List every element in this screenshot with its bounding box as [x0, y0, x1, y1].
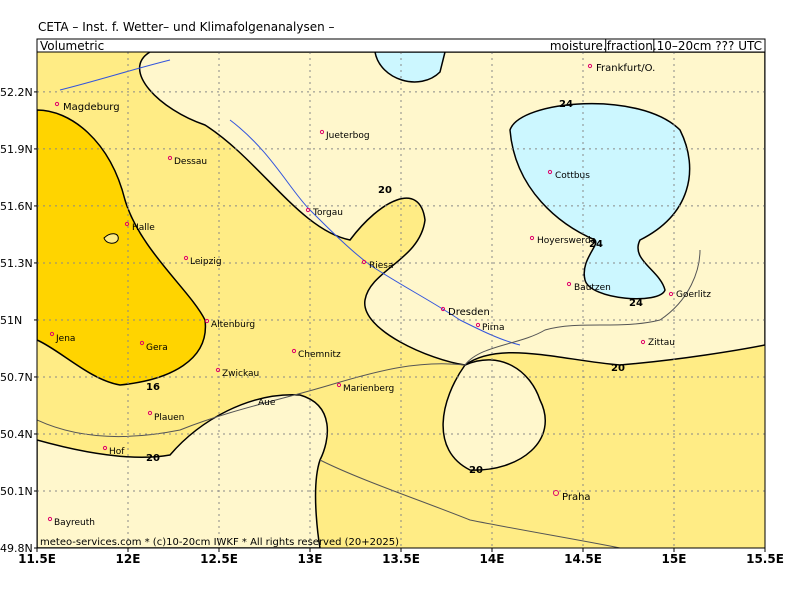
right-suffix: .10–20cm ??? UTC: [653, 39, 762, 53]
contour-label: 24: [629, 298, 643, 309]
city-marker: [336, 382, 342, 388]
title: CETA – Inst. f. Wetter– und Klimafolgena…: [38, 20, 335, 34]
contour-label: 20: [378, 185, 392, 196]
city-label: Bautzen: [574, 283, 611, 293]
city-marker: [640, 339, 646, 345]
border: [37, 249, 701, 548]
city-marker: [529, 235, 535, 241]
city-marker: [204, 318, 210, 324]
city-marker: [215, 367, 221, 373]
x-tick-label: 15E: [662, 552, 687, 566]
x-tick-label: 13.5E: [382, 552, 420, 566]
zone-cyan: [374, 52, 446, 83]
y-tick-label: 51.6N: [0, 200, 33, 213]
zone-cyan: [509, 102, 691, 300]
right-label: moisture.fraction.10–20cm ??? UTC: [550, 39, 762, 53]
city-label: Hof: [109, 447, 125, 457]
contour-label: 24: [589, 239, 603, 250]
city-marker: [553, 490, 559, 496]
city-label: Aue: [258, 398, 276, 408]
city-label: Altenburg: [211, 320, 255, 330]
city-marker: [54, 101, 60, 107]
x-tick-label: 14E: [480, 552, 505, 566]
river: [59, 59, 521, 346]
city-marker: [291, 348, 297, 354]
city-label: Chemnitz: [298, 350, 341, 360]
contour-label: 16: [146, 382, 160, 393]
city-label: Dessau: [174, 157, 207, 167]
city-label: Goerlitz: [676, 290, 711, 300]
city-marker: [587, 63, 593, 69]
city-marker: [147, 410, 153, 416]
city-label: Pirna: [482, 323, 505, 333]
city-label: Marienberg: [343, 384, 394, 394]
city-label: Torgau: [312, 208, 343, 218]
city-label: Plauen: [154, 413, 184, 423]
city-marker: [183, 255, 189, 261]
city-marker: [124, 221, 130, 227]
y-tick-label: 51N: [0, 314, 22, 327]
right-prefix: moisture.: [550, 39, 607, 53]
city-label: Riesa: [369, 261, 394, 271]
city-marker: [566, 281, 572, 287]
x-tick-label: 15.5E: [746, 552, 784, 566]
city-label: Frankfurt/O.: [596, 63, 655, 74]
y-tick-label: 49.8N: [0, 542, 33, 555]
city-label: Zittau: [648, 338, 675, 348]
footer: meteo-services.com * (c)10-20cm IWKF * A…: [40, 537, 399, 548]
left-label: Volumetric: [40, 39, 104, 53]
city-label: Leipzig: [190, 257, 222, 267]
city-marker: [361, 259, 367, 265]
y-tick-label: 51.9N: [0, 143, 33, 156]
city-label: Dresden: [448, 307, 490, 318]
city-marker: [668, 291, 674, 297]
zone-yellow: [103, 233, 119, 244]
marks-layer: Magdeburg Frankfurt/O. Jueterbog Dessau Cott…: [47, 63, 711, 528]
city-marker: [547, 169, 553, 175]
city-marker: [475, 322, 481, 328]
x-tick-label: 12E: [116, 552, 141, 566]
city-marker: [47, 516, 53, 522]
city-label: Jena: [55, 334, 75, 344]
contour-label: 24: [559, 99, 573, 110]
x-tick-label: 11.5E: [18, 552, 56, 566]
city-marker: [102, 445, 108, 451]
contour-label: 20: [146, 453, 160, 464]
city-marker: [49, 331, 55, 337]
city-marker: [305, 207, 311, 213]
label-box: [605, 38, 655, 53]
x-tick-label: 13E: [298, 552, 323, 566]
contour-label: 20: [469, 465, 483, 476]
city-marker: [139, 340, 145, 346]
city-label: Gera: [146, 343, 168, 353]
map-frame: [36, 51, 766, 549]
city-marker: [440, 306, 446, 312]
city-label: Zwickau: [222, 369, 259, 379]
y-tick-label: 52.2N: [0, 86, 33, 99]
y-tick-label: 51.3N: [0, 257, 33, 270]
city-marker: [167, 155, 173, 161]
x-tick-label: 12.5E: [200, 552, 238, 566]
contour-label: 20: [611, 363, 625, 374]
x-tick-label: 14.5E: [564, 552, 602, 566]
city-label: Bayreuth: [54, 518, 95, 528]
y-tick-label: 50.1N: [0, 485, 33, 498]
city-label: Cottbus: [555, 171, 590, 181]
city-label: Praha: [562, 492, 591, 503]
city-marker: [319, 129, 325, 135]
y-tick-label: 50.7N: [0, 371, 33, 384]
y-tick-label: 50.4N: [0, 428, 33, 441]
city-label: Jueterbog: [325, 131, 370, 141]
city-label: Halle: [132, 223, 155, 233]
zone-cream: [442, 359, 546, 471]
city-label: Hoyerswerda: [537, 236, 596, 246]
city-label: Magdeburg: [63, 102, 120, 113]
right-box: fraction: [607, 39, 653, 53]
